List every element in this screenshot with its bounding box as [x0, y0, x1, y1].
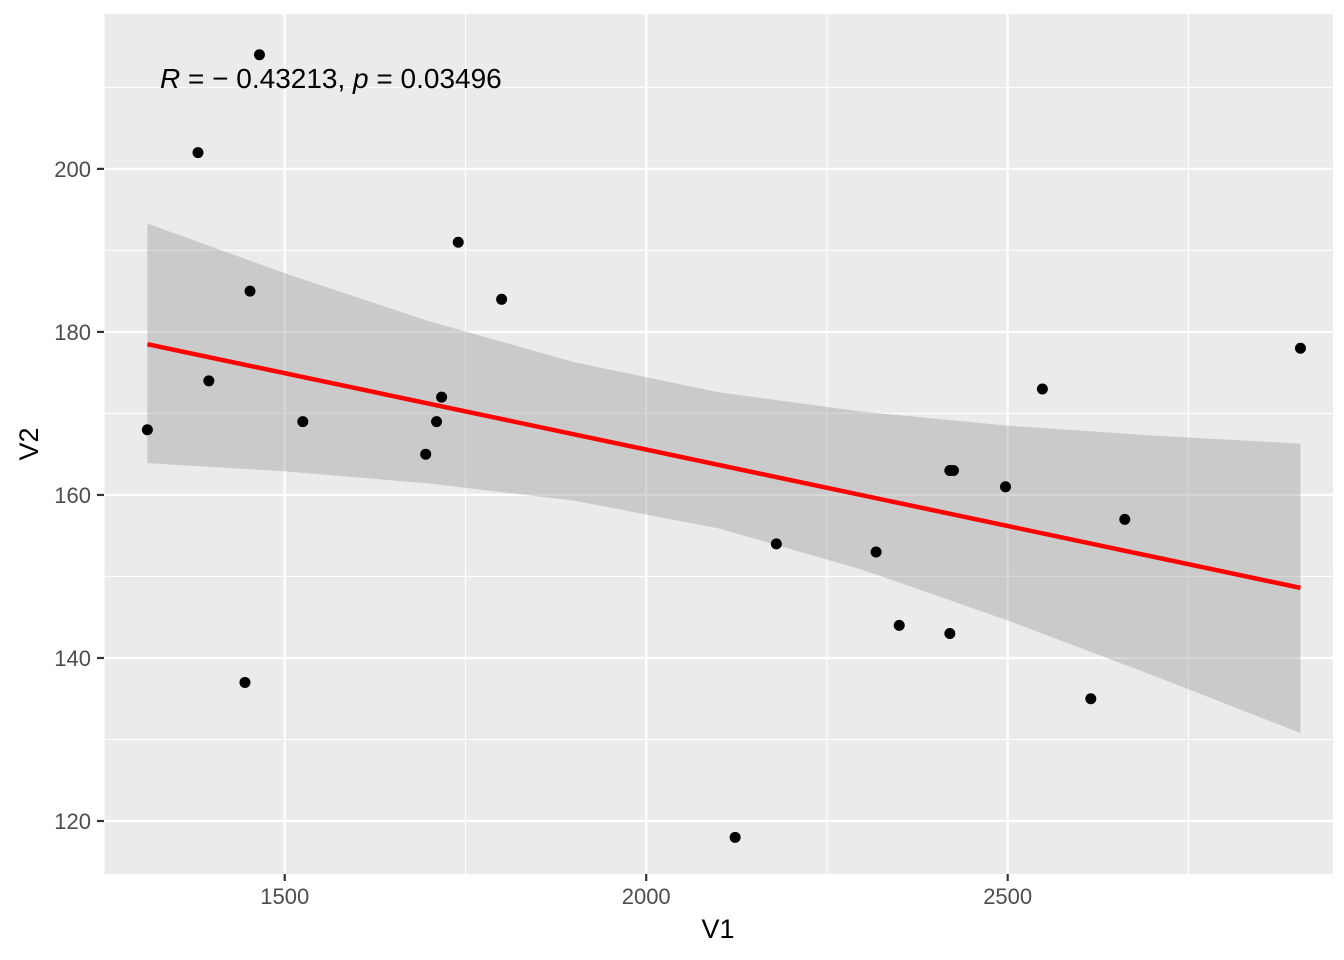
y-tick-label: 120 — [54, 809, 91, 834]
x-tick-label: 2000 — [622, 884, 671, 909]
data-point — [244, 285, 256, 297]
confidence-band-layer — [147, 223, 1301, 733]
data-point — [141, 424, 153, 436]
data-point — [1085, 693, 1097, 705]
data-point — [1294, 342, 1306, 354]
data-point — [297, 416, 309, 428]
confidence-band — [147, 223, 1301, 733]
data-point — [203, 375, 215, 387]
x-tick-labels: 1500 2000 2500 — [260, 884, 1032, 909]
data-point — [947, 464, 959, 476]
data-point — [496, 293, 508, 305]
data-point — [944, 628, 956, 640]
annotation-p-value: = 0.03496 — [369, 63, 502, 94]
data-point — [870, 546, 882, 558]
data-point — [436, 391, 448, 403]
x-axis-title: V1 — [701, 914, 734, 944]
y-axis-title: V2 — [14, 427, 44, 460]
data-point — [1036, 383, 1048, 395]
y-tick-label: 180 — [54, 320, 91, 345]
grid-major — [104, 14, 1333, 874]
grid-minor — [103, 14, 1333, 874]
regression-line — [146, 341, 1301, 591]
data-point — [452, 236, 464, 248]
annotation-r-value: = − 0.43213, — [180, 63, 353, 94]
x-tick-label: 1500 — [260, 884, 309, 909]
annotation-r: R — [160, 63, 180, 94]
data-point — [192, 147, 204, 159]
data-point — [1119, 513, 1131, 525]
fit-line-layer — [146, 341, 1301, 591]
y-tick-labels: 120 140 160 180 200 — [54, 157, 91, 834]
annotation-p: p — [352, 63, 369, 94]
y-tick-label: 160 — [54, 483, 91, 508]
y-tick-label: 200 — [54, 157, 91, 182]
points-layer — [141, 49, 1306, 843]
data-point — [239, 676, 251, 688]
axis-ticks — [97, 167, 1009, 881]
panel-background — [104, 14, 1333, 874]
data-point — [893, 619, 905, 631]
data-point — [1000, 481, 1012, 493]
y-tick-label: 140 — [54, 646, 91, 671]
data-point — [253, 49, 265, 61]
data-point — [420, 448, 432, 460]
data-point — [431, 416, 443, 428]
correlation-annotation: R = − 0.43213, p = 0.03496 — [160, 63, 502, 94]
x-tick-label: 2500 — [983, 884, 1032, 909]
data-point — [729, 831, 741, 843]
data-point — [770, 538, 782, 550]
